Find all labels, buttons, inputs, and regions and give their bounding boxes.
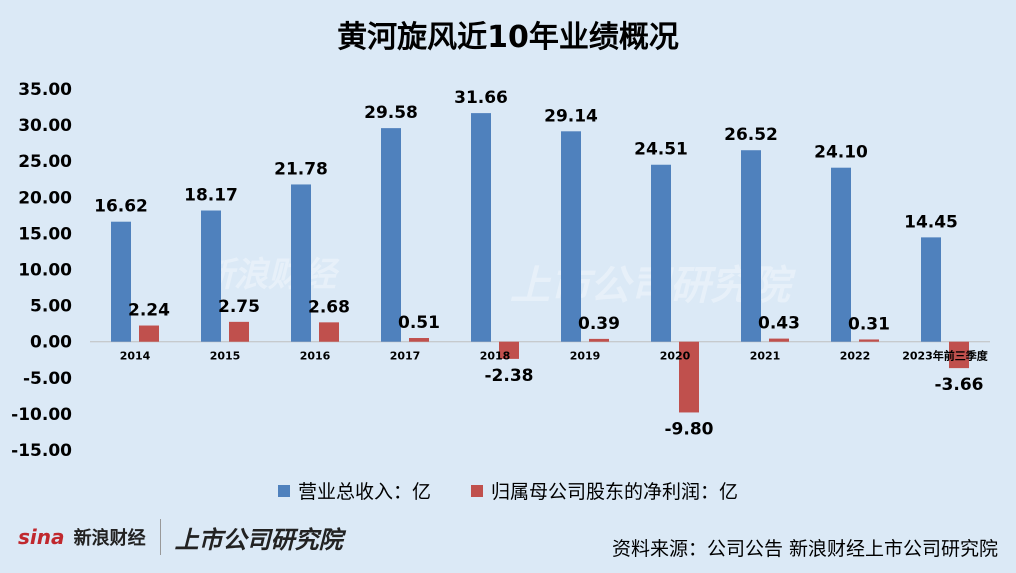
net-profit-bar	[499, 341, 519, 359]
x-tick-label: 2018	[480, 350, 511, 363]
revenue-bar	[471, 113, 491, 342]
x-tick-label: 2021	[750, 350, 781, 363]
bar-chart: 35.00 30.00 25.00 20.00 15.00 10.00 5.00 0.00 -5…	[11, 80, 990, 461]
legend-label-net-profit: 归属母公司股东的净利润：亿	[491, 481, 739, 503]
legend-item-net-profit: 归属母公司股东的净利润：亿	[471, 477, 738, 504]
revenue-bar	[111, 221, 131, 342]
x-tick-label: 2017	[390, 350, 421, 363]
legend-swatch-net-profit	[471, 484, 483, 497]
revenue-bar	[651, 164, 671, 342]
net-profit-data-label: -2.38	[485, 366, 534, 386]
net-profit-data-label: 0.31	[848, 314, 890, 334]
net-profit-data-label: 0.43	[758, 314, 800, 334]
footer-logos: sina 新浪财经 上市公司研究院	[18, 517, 343, 557]
chart-title: 黄河旋风近10年业绩概况	[337, 20, 679, 55]
net-profit-data-label: -3.66	[935, 375, 984, 395]
legend-swatch-revenue	[277, 484, 290, 497]
net-profit-data-label: -9.80	[665, 419, 714, 439]
y-tick-label: 30.00	[18, 116, 72, 136]
y-tick-label: 0.00	[30, 333, 72, 353]
revenue-bar	[831, 167, 851, 342]
revenue-bar	[201, 210, 221, 342]
revenue-bar	[561, 131, 581, 342]
net-profit-bar	[229, 321, 249, 342]
net-profit-bar	[589, 338, 609, 342]
net-profit-bar	[949, 341, 969, 369]
net-profit-data-label: 2.24	[128, 301, 170, 321]
revenue-data-label: 26.52	[724, 125, 778, 145]
net-profit-bar	[859, 339, 879, 342]
revenue-data-label: 24.10	[814, 143, 868, 163]
y-tick-label: 5.00	[30, 297, 72, 317]
x-tick-label: 2022	[840, 350, 871, 363]
y-tick-label: 35.00	[18, 80, 72, 100]
revenue-data-label: 21.78	[274, 159, 328, 179]
revenue-bar	[921, 237, 941, 342]
logo-divider	[159, 519, 161, 555]
x-tick-label: 2015	[210, 350, 241, 363]
y-tick-label: -5.00	[23, 369, 72, 389]
revenue-bar	[291, 184, 311, 342]
sina-logo-text: sina	[18, 525, 65, 549]
revenue-data-label: 16.62	[94, 197, 148, 217]
y-tick-label: -10.00	[11, 405, 72, 425]
net-profit-bar	[679, 341, 699, 413]
sina-logo: sina 新浪财经	[18, 524, 146, 550]
revenue-data-label: 29.58	[364, 103, 418, 123]
x-tick-label: 2016	[300, 350, 331, 363]
sina-finance-logo-text: 新浪财经	[73, 528, 146, 549]
x-tick-label: 2019	[570, 350, 601, 363]
y-tick-label: 20.00	[18, 188, 72, 208]
revenue-bar	[381, 128, 401, 342]
y-tick-label: 25.00	[18, 152, 72, 172]
net-profit-data-label: 0.39	[578, 314, 620, 334]
revenue-data-label: 31.66	[454, 88, 508, 108]
y-tick-label: 15.00	[18, 224, 72, 244]
x-tick-label: 2020	[660, 350, 691, 363]
legend-item-revenue: 营业总收入：亿	[277, 477, 431, 504]
net-profit-data-label: 0.51	[398, 313, 440, 333]
legend-label-revenue: 营业总收入：亿	[297, 481, 431, 503]
net-profit-bar	[319, 322, 339, 342]
net-profit-bar	[409, 338, 429, 342]
y-tick-label: 10.00	[18, 261, 72, 281]
research-institute-logo: 上市公司研究院	[174, 525, 343, 554]
revenue-data-label: 29.14	[544, 106, 598, 126]
x-tick-label: 2014	[120, 350, 151, 363]
legend: 营业总收入：亿 归属母公司股东的净利润：亿	[0, 477, 1016, 504]
x-tick-label: 2023年前三季度	[902, 349, 989, 363]
revenue-data-label: 18.17	[184, 186, 238, 206]
net-profit-data-label: 2.75	[218, 297, 260, 317]
net-profit-bar	[769, 338, 789, 342]
net-profit-bar	[139, 325, 159, 342]
revenue-bar	[741, 150, 761, 342]
data-source-note: 资料来源：公司公告 新浪财经上市公司研究院	[611, 538, 998, 560]
revenue-data-label: 24.51	[634, 140, 688, 160]
revenue-data-label: 14.45	[904, 212, 958, 232]
y-tick-label: -15.00	[11, 441, 72, 461]
net-profit-data-label: 2.68	[308, 297, 350, 317]
